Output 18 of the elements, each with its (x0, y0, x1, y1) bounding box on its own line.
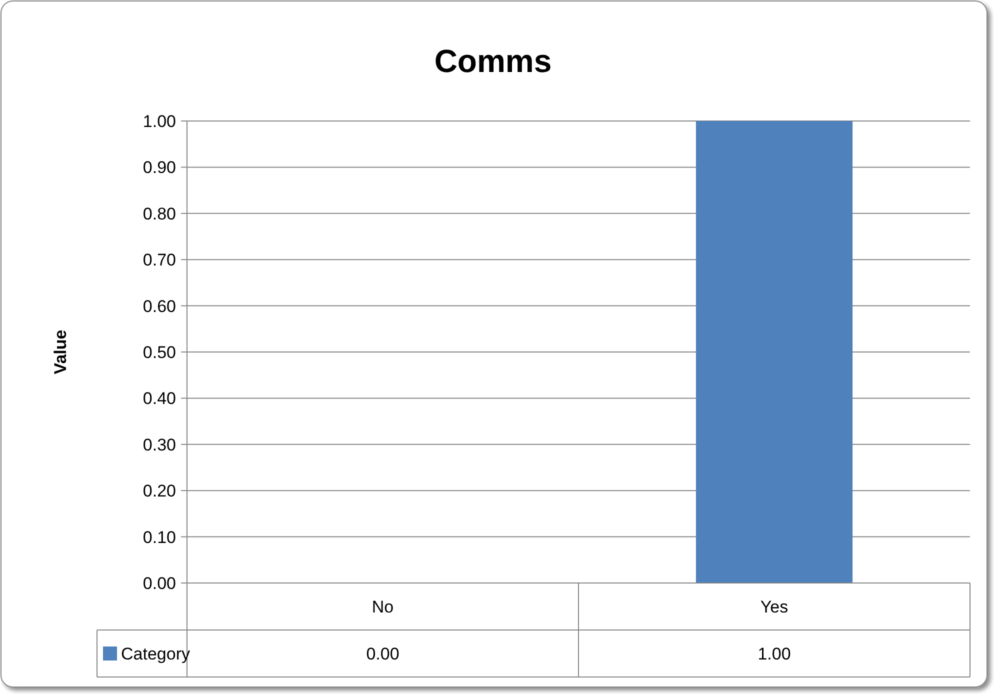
chart-title: Comms (434, 43, 552, 79)
y-tick-label: 0.20 (142, 482, 176, 501)
y-tick-label: 0.40 (142, 389, 176, 408)
y-tick-label: 0.30 (142, 435, 176, 454)
y-axis-title: Value (51, 330, 70, 374)
y-tick-label: 0.60 (142, 296, 176, 316)
data-label: 0.00 (366, 644, 400, 664)
y-tick-label: 0.00 (142, 574, 176, 593)
y-tick-label: 0.70 (142, 250, 176, 270)
y-tick-label: 1.00 (142, 112, 176, 131)
y-tick-label: 0.50 (142, 342, 176, 362)
x-tick-label: No (372, 597, 394, 616)
y-tick-label: 0.90 (142, 158, 176, 178)
data-label: 1.00 (758, 644, 791, 664)
x-tick-label: Yes (760, 597, 788, 616)
y-tick-label: 0.10 (142, 528, 176, 547)
y-tick-label: 0.80 (142, 204, 176, 224)
legend-label: Category (121, 644, 190, 664)
